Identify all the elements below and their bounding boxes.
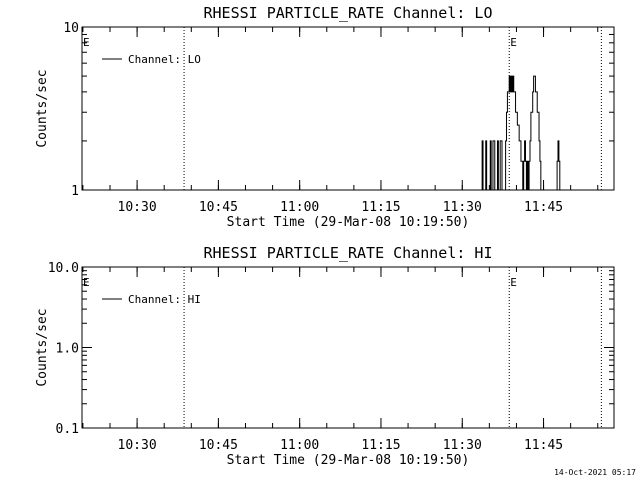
- chart-title: RHESSI PARTICLE_RATE Channel: LO: [204, 4, 493, 22]
- x-tick-label: 11:15: [361, 200, 400, 215]
- x-axis-label: Start Time (29-Mar-08 10:19:50): [227, 453, 470, 468]
- event-marker-label: E: [510, 276, 517, 289]
- series-line: [480, 75, 561, 191]
- x-tick-label: 10:30: [118, 438, 157, 453]
- x-tick-label: 11:30: [443, 200, 482, 215]
- plot-frame: [81, 26, 615, 191]
- event-marker-label: E: [83, 36, 90, 49]
- x-tick-label: 11:45: [524, 200, 563, 215]
- chart-title: RHESSI PARTICLE_RATE Channel: HI: [204, 244, 493, 262]
- x-tick-label: 11:00: [280, 438, 319, 453]
- x-axis-label: Start Time (29-Mar-08 10:19:50): [227, 215, 470, 230]
- y-tick-label: 10: [63, 21, 79, 36]
- y-axis-label: Counts/sec: [35, 69, 50, 147]
- y-tick-label: 1: [71, 184, 79, 199]
- x-tick-label: 10:30: [118, 200, 157, 215]
- event-marker-label: E: [83, 276, 90, 289]
- y-tick-label: 10.0: [48, 261, 79, 276]
- plot-frame: [81, 266, 615, 429]
- x-tick-label: 11:15: [361, 438, 400, 453]
- x-tick-label: 10:45: [199, 438, 238, 453]
- y-tick-label: 1.0: [56, 342, 79, 357]
- x-tick-label: 11:45: [524, 438, 563, 453]
- x-tick-label: 10:45: [199, 200, 238, 215]
- x-tick-label: 11:00: [280, 200, 319, 215]
- y-tick-label: 0.1: [56, 422, 79, 437]
- event-marker-label: E: [510, 36, 517, 49]
- legend-label: Channel: LO: [128, 53, 201, 66]
- y-axis-label: Counts/sec: [35, 308, 50, 386]
- x-tick-label: 11:30: [443, 438, 482, 453]
- print-timestamp: 14-Oct-2021 05:17: [554, 468, 636, 477]
- legend-label: Channel: HI: [128, 293, 201, 306]
